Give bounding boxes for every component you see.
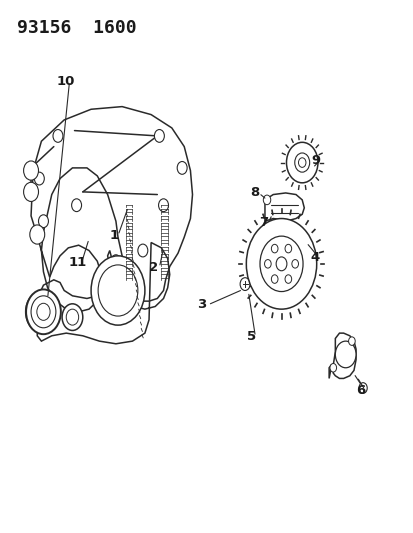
Circle shape (62, 304, 83, 330)
Circle shape (286, 142, 317, 183)
Text: 3: 3 (197, 298, 206, 311)
Circle shape (66, 309, 78, 325)
Text: 8: 8 (249, 187, 259, 199)
Circle shape (53, 130, 63, 142)
Circle shape (158, 199, 168, 212)
Circle shape (31, 296, 56, 328)
Circle shape (240, 278, 249, 290)
Text: 6: 6 (356, 384, 365, 397)
Circle shape (329, 364, 336, 372)
Circle shape (38, 215, 48, 228)
Circle shape (34, 172, 44, 185)
Text: 5: 5 (246, 330, 255, 343)
Circle shape (91, 256, 145, 325)
Circle shape (298, 158, 305, 167)
Circle shape (294, 153, 309, 172)
Circle shape (358, 383, 366, 393)
Circle shape (246, 219, 316, 309)
Circle shape (98, 265, 138, 316)
Circle shape (24, 161, 38, 180)
Circle shape (138, 244, 147, 257)
Circle shape (30, 225, 45, 244)
Circle shape (154, 130, 164, 142)
Text: 7: 7 (259, 216, 268, 229)
Circle shape (291, 260, 298, 268)
Circle shape (111, 255, 121, 268)
Circle shape (284, 275, 291, 284)
Circle shape (24, 182, 38, 201)
Circle shape (271, 244, 278, 253)
Circle shape (263, 195, 270, 205)
Text: 93156  1600: 93156 1600 (17, 19, 136, 37)
Circle shape (26, 289, 61, 334)
Text: 10: 10 (57, 75, 75, 87)
Circle shape (275, 257, 286, 271)
Circle shape (177, 161, 187, 174)
Text: 11: 11 (68, 256, 86, 269)
Text: 9: 9 (310, 155, 319, 167)
Circle shape (259, 236, 302, 292)
Circle shape (271, 275, 278, 284)
Text: 1: 1 (109, 229, 118, 242)
Circle shape (71, 199, 81, 212)
Circle shape (264, 260, 271, 268)
Circle shape (37, 303, 50, 320)
Circle shape (32, 300, 50, 324)
Circle shape (348, 337, 354, 345)
Text: 2: 2 (148, 261, 157, 274)
Circle shape (335, 341, 355, 368)
Circle shape (284, 244, 291, 253)
Circle shape (26, 292, 57, 332)
Text: 4: 4 (309, 251, 318, 264)
